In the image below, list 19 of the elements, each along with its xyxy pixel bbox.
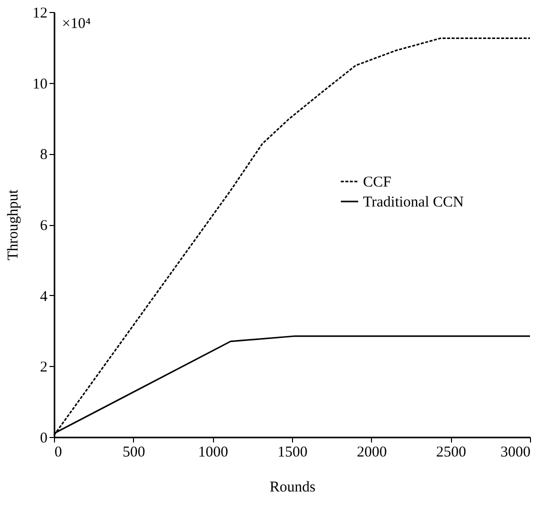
y-tick-label: 10 — [32, 76, 48, 92]
y-tick-label: 8 — [40, 147, 48, 164]
x-tick-label: 2500 — [436, 444, 466, 460]
y-tick-label: 4 — [40, 288, 48, 305]
x-tick-label: 1500 — [278, 444, 308, 460]
y-axis-title: Throughput — [6, 188, 22, 260]
x-tick-label: 1000 — [198, 444, 228, 460]
x-tick-label: 2000 — [356, 444, 387, 460]
x-axis-title: Rounds — [270, 480, 316, 496]
x-tick-label: 0 — [54, 444, 62, 460]
x-tick-label: 3000 — [500, 444, 530, 460]
y-tick-label: 12 — [32, 6, 48, 22]
legend-label: Traditional CCN — [363, 194, 464, 210]
y-tick-label: 6 — [40, 218, 48, 234]
x-tick-label: 500 — [122, 444, 146, 460]
annotation: ×10⁴ — [62, 16, 91, 32]
y-tick-label: 2 — [40, 360, 48, 376]
legend-label: CCF — [363, 174, 392, 190]
y-tick-label: 0 — [40, 430, 48, 446]
